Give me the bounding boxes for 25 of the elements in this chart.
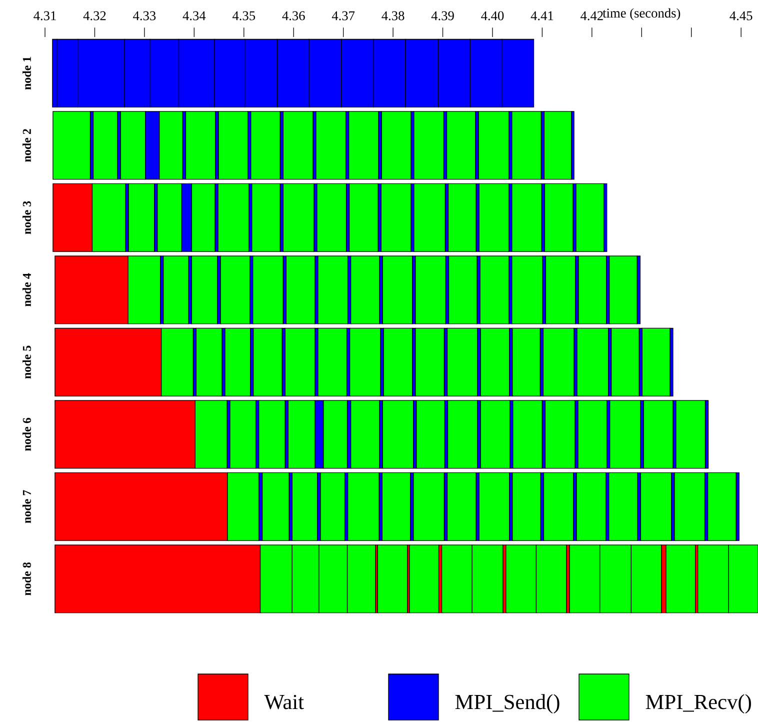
x-tick-label: 4.42	[580, 11, 603, 20]
x-tick-label: 4.41	[530, 11, 554, 20]
legend-label: MPI_Send()	[455, 694, 560, 714]
x-tick-label: 4.36	[282, 11, 305, 20]
legend-label: Wait	[264, 694, 304, 710]
legend-label: MPI_Recv()	[646, 694, 751, 714]
y-tick-label: node 5	[22, 346, 31, 379]
y-tick-label: node 1	[22, 56, 31, 90]
y-tick-label: node 3	[22, 201, 31, 234]
x-tick-label: 4.39	[431, 11, 454, 20]
y-tick-label: node 7	[22, 490, 31, 524]
x-tick-label: 4.33	[133, 11, 156, 20]
y-tick-label: node 4	[22, 273, 31, 306]
x-tick-label: 4.32	[83, 11, 106, 20]
x-tick-label: time (seconds)	[602, 8, 680, 20]
x-tick-label: 4.37	[332, 11, 355, 20]
x-tick-label: 4.45	[730, 11, 752, 20]
y-tick-label: node 2	[22, 129, 31, 162]
x-tick-label: 4.38	[382, 11, 404, 20]
x-tick-label: 4.40	[481, 11, 504, 20]
y-tick-label: node 8	[22, 562, 31, 596]
y-tick-label: node 6	[22, 418, 31, 451]
x-tick-label: 4.34	[182, 11, 206, 20]
x-tick-label: 4.35	[232, 11, 256, 20]
x-tick-label: 4.31	[34, 11, 56, 20]
